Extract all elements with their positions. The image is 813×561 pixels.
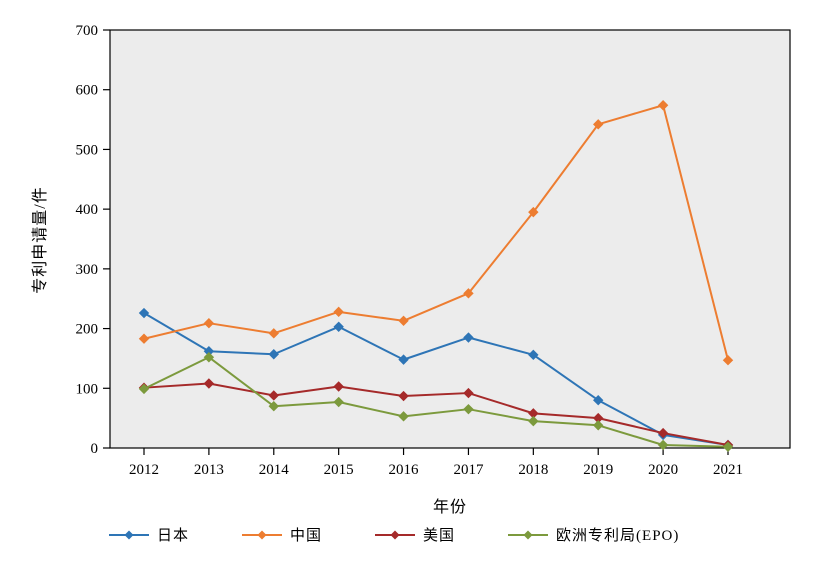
data-point-marker — [203, 317, 215, 329]
x-axis-title: 年份 — [432, 499, 468, 516]
legend-label: 美国 — [423, 528, 456, 544]
data-point-marker — [268, 349, 279, 360]
data-point-marker — [203, 352, 215, 363]
legend-item-3: 欧洲专利局(EPO) — [507, 524, 679, 545]
data-point-marker — [333, 321, 344, 332]
data-point-marker — [138, 307, 150, 319]
plot-area — [109, 29, 791, 449]
data-point-marker — [528, 415, 539, 427]
data-point-marker — [528, 206, 539, 218]
data-point-marker — [268, 390, 279, 401]
chart-legend: 日本 中国 美国 欧洲专利局(EPO) — [108, 524, 679, 545]
data-point-marker — [333, 396, 344, 408]
x-tick-label: 2013 — [194, 462, 224, 478]
x-tick-label: 2021 — [713, 462, 743, 478]
y-tick-label: 700 — [76, 23, 99, 39]
data-point-marker — [463, 403, 474, 415]
x-tick-label: 2014 — [259, 462, 290, 478]
legend-marker-icon — [375, 530, 416, 539]
data-point-marker — [657, 427, 669, 439]
data-point-marker — [203, 378, 215, 389]
y-axis-title: 专利申请量/件 — [32, 186, 49, 294]
y-tick-label: 200 — [76, 322, 99, 338]
y-tick-label: 400 — [76, 202, 99, 218]
data-point-marker — [657, 100, 669, 111]
x-tick-label: 2016 — [389, 462, 420, 478]
data-point-marker — [333, 306, 344, 318]
legend-label: 日本 — [157, 528, 190, 544]
y-tick-label: 100 — [76, 381, 99, 397]
legend-marker-icon — [109, 530, 149, 539]
y-tick-label: 300 — [76, 262, 99, 278]
y-tick-label: 500 — [76, 142, 99, 158]
x-tick-label: 2019 — [583, 462, 613, 478]
series-line-3 — [143, 356, 729, 448]
data-point-marker — [593, 119, 604, 130]
series-line-2 — [143, 382, 729, 446]
x-tick-label: 2020 — [648, 462, 678, 478]
data-point-marker — [398, 411, 409, 422]
legend-label: 欧洲专利局(EPO) — [556, 528, 680, 544]
data-point-marker — [657, 439, 669, 451]
legend-marker-icon — [508, 530, 549, 539]
y-tick-label: 0 — [91, 441, 99, 457]
data-point-marker — [463, 288, 474, 299]
legend-item-0: 日本 — [108, 524, 189, 545]
legend-item-2: 美国 — [374, 524, 455, 545]
data-point-marker — [268, 328, 279, 339]
data-point-marker — [593, 395, 604, 406]
y-tick-label: 600 — [76, 83, 99, 99]
legend-item-1: 中国 — [241, 524, 322, 545]
data-point-marker — [722, 441, 734, 453]
data-point-marker — [138, 383, 150, 395]
data-point-marker — [138, 333, 150, 344]
data-point-marker — [398, 354, 409, 365]
data-point-marker — [398, 315, 409, 327]
data-point-marker — [528, 349, 539, 361]
x-tick-label: 2012 — [129, 462, 159, 478]
data-point-marker — [593, 420, 604, 431]
series-line-0 — [143, 312, 729, 447]
data-point-marker — [463, 332, 474, 343]
data-point-marker — [463, 387, 474, 399]
legend-label: 中国 — [290, 528, 323, 544]
data-point-marker — [333, 381, 344, 392]
x-tick-label: 2015 — [324, 462, 354, 478]
data-point-marker — [722, 355, 734, 366]
x-tick-label: 2017 — [453, 462, 484, 478]
data-point-marker — [268, 400, 279, 412]
x-tick-label: 2018 — [518, 462, 548, 478]
series-line-1 — [143, 104, 729, 361]
legend-marker-icon — [242, 530, 283, 539]
data-point-marker — [398, 390, 409, 402]
